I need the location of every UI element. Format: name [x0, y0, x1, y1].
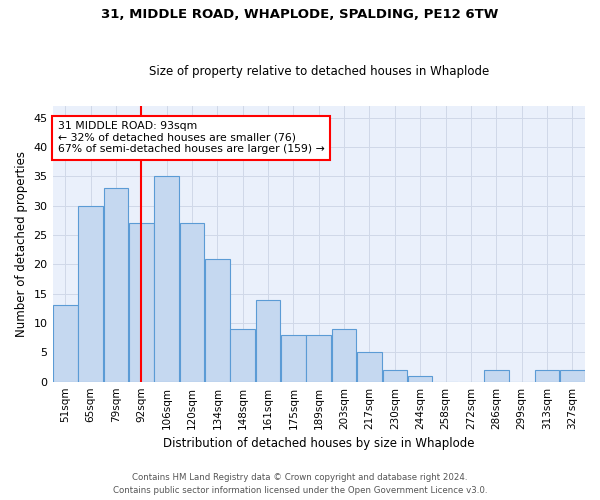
X-axis label: Distribution of detached houses by size in Whaplode: Distribution of detached houses by size … — [163, 437, 475, 450]
Text: Contains HM Land Registry data © Crown copyright and database right 2024.
Contai: Contains HM Land Registry data © Crown c… — [113, 474, 487, 495]
Bar — [179, 224, 204, 382]
Bar — [129, 224, 154, 382]
Bar — [154, 176, 179, 382]
Bar — [205, 258, 230, 382]
Bar — [408, 376, 433, 382]
Text: 31, MIDDLE ROAD, WHAPLODE, SPALDING, PE12 6TW: 31, MIDDLE ROAD, WHAPLODE, SPALDING, PE1… — [101, 8, 499, 20]
Bar — [357, 352, 382, 382]
Bar — [484, 370, 509, 382]
Bar — [535, 370, 559, 382]
Bar — [230, 329, 255, 382]
Bar — [53, 306, 77, 382]
Bar — [281, 335, 306, 382]
Bar — [307, 335, 331, 382]
Bar — [383, 370, 407, 382]
Bar — [256, 300, 280, 382]
Bar — [104, 188, 128, 382]
Bar — [78, 206, 103, 382]
Y-axis label: Number of detached properties: Number of detached properties — [15, 151, 28, 337]
Title: Size of property relative to detached houses in Whaplode: Size of property relative to detached ho… — [149, 66, 489, 78]
Bar — [332, 329, 356, 382]
Bar — [560, 370, 584, 382]
Text: 31 MIDDLE ROAD: 93sqm
← 32% of detached houses are smaller (76)
67% of semi-deta: 31 MIDDLE ROAD: 93sqm ← 32% of detached … — [58, 121, 325, 154]
